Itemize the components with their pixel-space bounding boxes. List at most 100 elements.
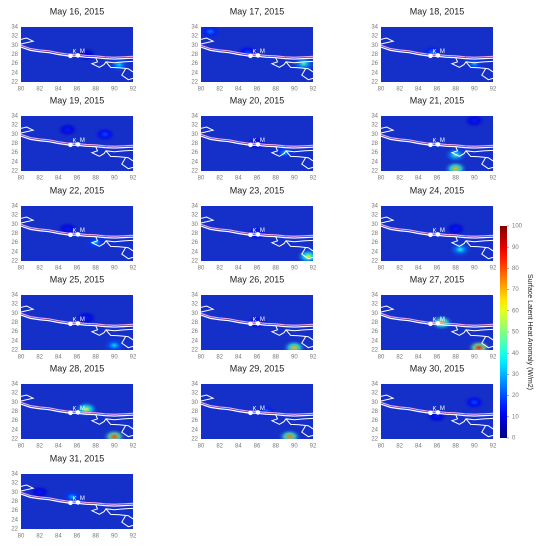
station-marker — [75, 53, 81, 58]
y-tick-label: 26 — [11, 418, 18, 424]
boundary-line — [481, 336, 493, 349]
y-tick-label: 34 — [371, 204, 378, 210]
x-tick-label: 90 — [291, 355, 298, 361]
y-tick-label: 22 — [11, 437, 18, 443]
boundary-line — [105, 508, 133, 520]
x-tick-label: 82 — [216, 355, 223, 361]
station-label: M — [80, 317, 85, 323]
x-tick-label: 92 — [310, 176, 317, 182]
boundary-line — [105, 418, 133, 430]
y-tick-label: 32 — [371, 34, 378, 40]
x-tick-label: 90 — [111, 355, 118, 361]
y-tick-label: 26 — [11, 61, 18, 67]
station-marker — [255, 410, 261, 415]
panel: May 28, 2015 K M 80 82 84 86 88 90 92 22 24 26 28 30 32… — [11, 363, 137, 449]
heat-anomaly — [443, 220, 468, 237]
boundary-line — [21, 484, 35, 492]
panel-title: May 18, 2015 — [410, 6, 465, 16]
station-label: M — [80, 138, 85, 144]
station-marker — [428, 142, 433, 148]
y-tick-label: 30 — [11, 311, 18, 317]
station-marker — [435, 142, 441, 147]
x-tick-label: 92 — [490, 266, 497, 272]
boundary-line — [201, 305, 215, 313]
station-label: K — [72, 228, 76, 234]
station-label: K — [432, 406, 436, 412]
panel: May 18, 2015 K M 80 82 84 86 88 90 92 22 24 26 28 30 32… — [371, 6, 497, 92]
x-tick-label: 90 — [471, 266, 478, 272]
y-tick-label: 32 — [371, 213, 378, 219]
x-tick-label: 92 — [130, 444, 137, 450]
y-tick-label: 30 — [191, 132, 198, 138]
y-tick-label: 24 — [11, 338, 18, 344]
x-tick-label: 92 — [130, 176, 137, 182]
heat-anomaly — [467, 339, 491, 350]
colorbar-tick-label: 20 — [512, 393, 519, 399]
boundary-line — [285, 150, 313, 162]
x-tick-label: 90 — [291, 444, 298, 450]
panel-title: May 23, 2015 — [230, 185, 285, 195]
x-tick-label: 88 — [92, 176, 99, 182]
y-tick-label: 22 — [11, 169, 18, 175]
colorbar-tick-label: 50 — [512, 330, 519, 336]
x-tick-label: 88 — [272, 266, 279, 272]
boundary-line — [381, 216, 395, 224]
x-tick-label: 90 — [471, 444, 478, 450]
x-tick-label: 92 — [310, 87, 317, 93]
x-tick-label: 86 — [74, 176, 81, 182]
y-tick-label: 32 — [11, 302, 18, 308]
heat-anomaly — [277, 428, 302, 439]
y-tick-label: 24 — [11, 70, 18, 76]
x-tick-label: 86 — [434, 266, 441, 272]
boundary-line — [270, 414, 313, 425]
y-tick-label: 24 — [191, 427, 198, 433]
x-tick-label: 90 — [111, 266, 118, 272]
y-tick-label: 30 — [371, 400, 378, 406]
x-tick-label: 80 — [198, 355, 205, 361]
y-tick-label: 22 — [191, 437, 198, 443]
boundary-line — [105, 240, 133, 252]
boundary-line — [121, 247, 133, 260]
colorbar-tick-label: 60 — [512, 308, 519, 314]
x-tick-label: 80 — [198, 87, 205, 93]
y-tick-label: 32 — [191, 34, 198, 40]
x-tick-label: 82 — [216, 444, 223, 450]
boundary-line — [270, 236, 313, 247]
x-tick-label: 84 — [55, 534, 62, 540]
y-tick-label: 34 — [371, 382, 378, 388]
x-tick-label: 90 — [111, 444, 118, 450]
y-tick-label: 30 — [191, 400, 198, 406]
y-tick-label: 30 — [371, 311, 378, 317]
boundary-line — [450, 146, 493, 157]
y-tick-label: 30 — [191, 222, 198, 228]
x-tick-label: 80 — [378, 176, 385, 182]
x-tick-label: 88 — [452, 87, 459, 93]
colorbar-tick-label: 100 — [512, 224, 523, 230]
y-tick-label: 26 — [191, 240, 198, 246]
x-tick-label: 82 — [36, 266, 43, 272]
x-tick-label: 88 — [92, 87, 99, 93]
x-tick-label: 92 — [490, 176, 497, 182]
y-tick-label: 22 — [371, 259, 378, 265]
x-tick-label: 88 — [452, 266, 459, 272]
y-tick-label: 32 — [11, 391, 18, 397]
x-tick-label: 82 — [396, 444, 403, 450]
x-tick-label: 80 — [198, 444, 205, 450]
panel-title: May 30, 2015 — [410, 363, 465, 373]
y-tick-label: 22 — [11, 80, 18, 86]
x-tick-label: 92 — [310, 266, 317, 272]
x-tick-label: 86 — [254, 266, 261, 272]
heat-anomaly — [462, 394, 487, 411]
panel: May 29, 2015 K M 80 82 84 86 88 90 92 22 24 26 28 30 32… — [191, 363, 317, 449]
heat-anomaly — [55, 121, 80, 138]
heat-anomaly — [296, 248, 313, 261]
x-tick-label: 90 — [291, 87, 298, 93]
y-tick-label: 28 — [371, 409, 378, 415]
x-tick-label: 84 — [235, 444, 242, 450]
x-tick-label: 84 — [415, 355, 422, 361]
x-tick-label: 92 — [490, 355, 497, 361]
x-tick-label: 80 — [378, 355, 385, 361]
y-tick-label: 26 — [191, 418, 198, 424]
x-tick-label: 80 — [18, 444, 25, 450]
station-label: M — [260, 138, 265, 144]
